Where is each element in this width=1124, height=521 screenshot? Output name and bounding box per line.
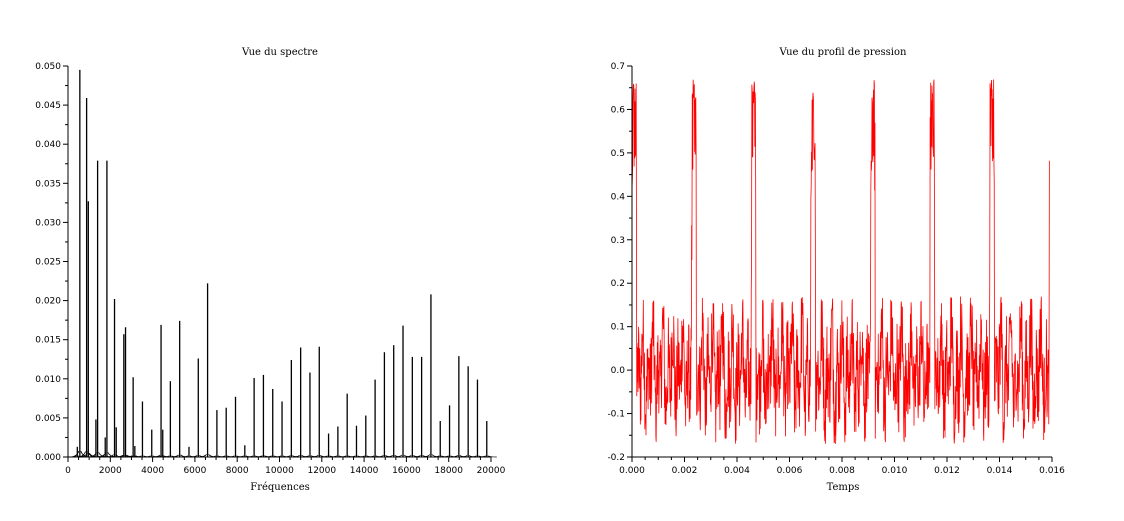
spectrum-y-tick-label: 0.025 xyxy=(35,258,61,268)
spectrum-x-tick-label: 10000 xyxy=(265,466,294,476)
spectrum-y-tick-label: 0.010 xyxy=(35,375,61,385)
spectrum-y-tick-label: 0.005 xyxy=(35,414,61,424)
spectrum-x-ticks: 0 2000 4000 6000 8000 10000 12000 14000 16000 180… xyxy=(65,456,506,476)
spectrum-chart: Vue du spectre 0 2000 4000 6000 8000 10000 120… xyxy=(35,47,505,493)
pressure-title: Vue du profil de pression xyxy=(779,47,907,58)
spectrum-x-tick-label: 18000 xyxy=(434,466,463,476)
pressure-x-label: Temps xyxy=(827,482,860,493)
spectrum-y-tick-label: 0.040 xyxy=(35,140,61,150)
spectrum-y-tick-label: 0.035 xyxy=(35,179,61,189)
pressure-x-tick-label: 0.004 xyxy=(724,466,750,476)
pressure-y-tick-label: 0.4 xyxy=(611,192,626,202)
spectrum-peaks xyxy=(67,69,497,458)
pressure-x-tick-label: 0.006 xyxy=(777,466,803,476)
pressure-x-tick-label: 0.012 xyxy=(934,466,960,476)
pressure-y-tick-label: -0.1 xyxy=(607,410,625,420)
pressure-y-tick-label: -0.2 xyxy=(607,453,625,463)
spectrum-x-tick-label: 20000 xyxy=(477,466,506,476)
spectrum-y-tick-label: 0.015 xyxy=(35,336,61,346)
pressure-y-tick-label: 0.6 xyxy=(611,105,626,115)
pressure-y-tick-label: 0.0 xyxy=(611,366,626,376)
pressure-chart: Vue du profil de pression 0.000 0.002 0.00… xyxy=(607,47,1065,493)
spectrum-x-tick-label: 16000 xyxy=(392,466,421,476)
pressure-x-tick-label: 0.000 xyxy=(619,466,645,476)
pressure-y-tick-label: 0.2 xyxy=(611,279,625,289)
spectrum-y-tick-label: 0.050 xyxy=(35,62,61,72)
spectrum-x-tick-label: 2000 xyxy=(99,466,122,476)
spectrum-y-tick-label: 0.030 xyxy=(35,218,61,228)
spectrum-y-tick-label: 0.000 xyxy=(35,453,61,463)
pressure-line xyxy=(631,79,1050,444)
spectrum-x-tick-label: 14000 xyxy=(350,466,379,476)
pressure-x-tick-label: 0.002 xyxy=(672,466,698,476)
spectrum-y-tick-label: 0.045 xyxy=(35,101,61,111)
pressure-y-tick-label: 0.7 xyxy=(611,62,625,72)
spectrum-x-tick-label: 6000 xyxy=(183,466,206,476)
spectrum-x-tick-label: 4000 xyxy=(141,466,164,476)
spectrum-title: Vue du spectre xyxy=(241,47,318,58)
pressure-y-ticks: -0.2 -0.1 0.0 0.1 0.2 0.3 0.4 0.5 0.6 0.7 xyxy=(607,62,633,463)
spectrum-x-tick-label: 8000 xyxy=(226,466,249,476)
spectrum-y-ticks: 0.000 0.005 0.010 0.015 0.020 0.025 0.030 0.035… xyxy=(35,62,69,463)
pressure-y-tick-label: 0.1 xyxy=(611,323,625,333)
pressure-y-tick-label: 0.3 xyxy=(611,236,625,246)
spectrum-x-tick-label: 0 xyxy=(65,466,71,476)
spectrum-x-tick-label: 12000 xyxy=(307,466,336,476)
pressure-x-tick-label: 0.016 xyxy=(1039,466,1065,476)
spectrum-x-label: Fréquences xyxy=(250,482,310,493)
pressure-x-tick-label: 0.008 xyxy=(829,466,855,476)
pressure-line-group xyxy=(631,79,1050,444)
spectrum-y-tick-label: 0.020 xyxy=(35,297,61,307)
pressure-y-tick-label: 0.5 xyxy=(611,149,625,159)
pressure-x-tick-label: 0.010 xyxy=(882,466,908,476)
pressure-x-ticks: 0.000 0.002 0.004 0.006 0.008 0.010 0.012 0.014… xyxy=(619,456,1065,476)
pressure-x-tick-label: 0.014 xyxy=(987,466,1013,476)
